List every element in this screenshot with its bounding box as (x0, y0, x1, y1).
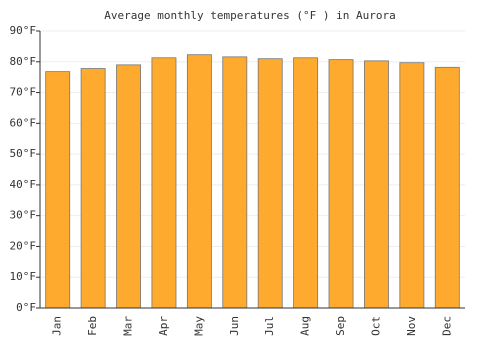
bar (257, 58, 283, 309)
x-tick-label: Dec (440, 316, 453, 336)
y-tick-label: 40°F (10, 178, 37, 191)
x-tick-label: Mar (122, 316, 135, 336)
x-tick-label: May (192, 316, 205, 336)
bar (364, 60, 389, 309)
bar (293, 57, 319, 309)
x-tick-label: Jan (51, 316, 64, 336)
y-tick-label: 80°F (10, 55, 37, 68)
bar (399, 62, 425, 309)
y-tick-label: 10°F (10, 270, 37, 283)
x-tick-label: Aug (299, 316, 312, 336)
x-tick-label: Nov (405, 316, 418, 336)
bar (80, 68, 106, 309)
x-tick-label: Jul (263, 316, 276, 336)
bar (151, 57, 177, 309)
y-tick-label: 30°F (10, 209, 37, 222)
y-tick-label: 0°F (16, 301, 36, 314)
x-tick-label: Oct (369, 316, 382, 336)
x-tick-label: Jun (228, 316, 241, 336)
y-tick-label: 70°F (10, 86, 37, 99)
bar (328, 59, 354, 309)
x-tick-label: Apr (157, 316, 170, 336)
y-tick-label: 50°F (10, 147, 37, 160)
y-tick-label: 20°F (10, 239, 37, 252)
y-tick-label: 90°F (10, 24, 37, 37)
chart-title: Average monthly temperatures (°F ) in Au… (104, 9, 395, 22)
bar (434, 66, 460, 309)
bar (222, 56, 248, 309)
x-tick-label: Feb (86, 316, 99, 336)
y-tick-label: 60°F (10, 116, 37, 129)
bar (45, 71, 71, 309)
x-tick-label: Sep (334, 316, 347, 336)
bar (116, 64, 141, 309)
bar (186, 54, 212, 309)
